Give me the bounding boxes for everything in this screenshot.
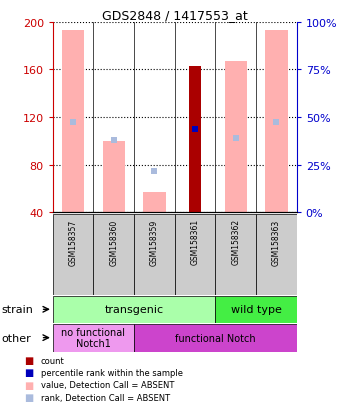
Text: ■: ■ [24, 392, 33, 402]
Bar [189, 66, 201, 213]
Bar [134, 215, 175, 295]
Text: wild type: wild type [231, 304, 281, 315]
Text: transgenic: transgenic [105, 304, 164, 315]
Bar [62, 31, 84, 213]
Bar [143, 192, 166, 213]
Bar [134, 324, 297, 352]
Text: GSM158363: GSM158363 [272, 219, 281, 265]
Text: ■: ■ [24, 380, 33, 390]
Text: GSM158362: GSM158362 [231, 219, 240, 265]
Bar [93, 215, 134, 295]
Bar [256, 215, 297, 295]
Bar [216, 296, 297, 323]
Text: rank, Detection Call = ABSENT: rank, Detection Call = ABSENT [41, 393, 170, 402]
Bar [224, 62, 247, 213]
Bar [53, 324, 134, 352]
Text: ■: ■ [24, 368, 33, 377]
Text: percentile rank within the sample: percentile rank within the sample [41, 368, 183, 377]
Text: GSM158360: GSM158360 [109, 219, 118, 265]
Text: other: other [2, 333, 31, 343]
Text: ■: ■ [24, 355, 33, 365]
Text: strain: strain [2, 304, 33, 315]
Bar [175, 215, 216, 295]
Text: value, Detection Call = ABSENT: value, Detection Call = ABSENT [41, 380, 174, 389]
Text: GSM158357: GSM158357 [69, 219, 78, 265]
Bar [53, 215, 93, 295]
Title: GDS2848 / 1417553_at: GDS2848 / 1417553_at [102, 9, 248, 21]
Text: GSM158359: GSM158359 [150, 219, 159, 265]
Text: no functional
Notch1: no functional Notch1 [61, 327, 125, 349]
Text: functional Notch: functional Notch [175, 333, 256, 343]
Text: count: count [41, 356, 65, 365]
Bar [53, 296, 216, 323]
Text: GSM158361: GSM158361 [191, 219, 199, 265]
Bar [216, 215, 256, 295]
Bar [265, 31, 287, 213]
Bar [103, 142, 125, 213]
